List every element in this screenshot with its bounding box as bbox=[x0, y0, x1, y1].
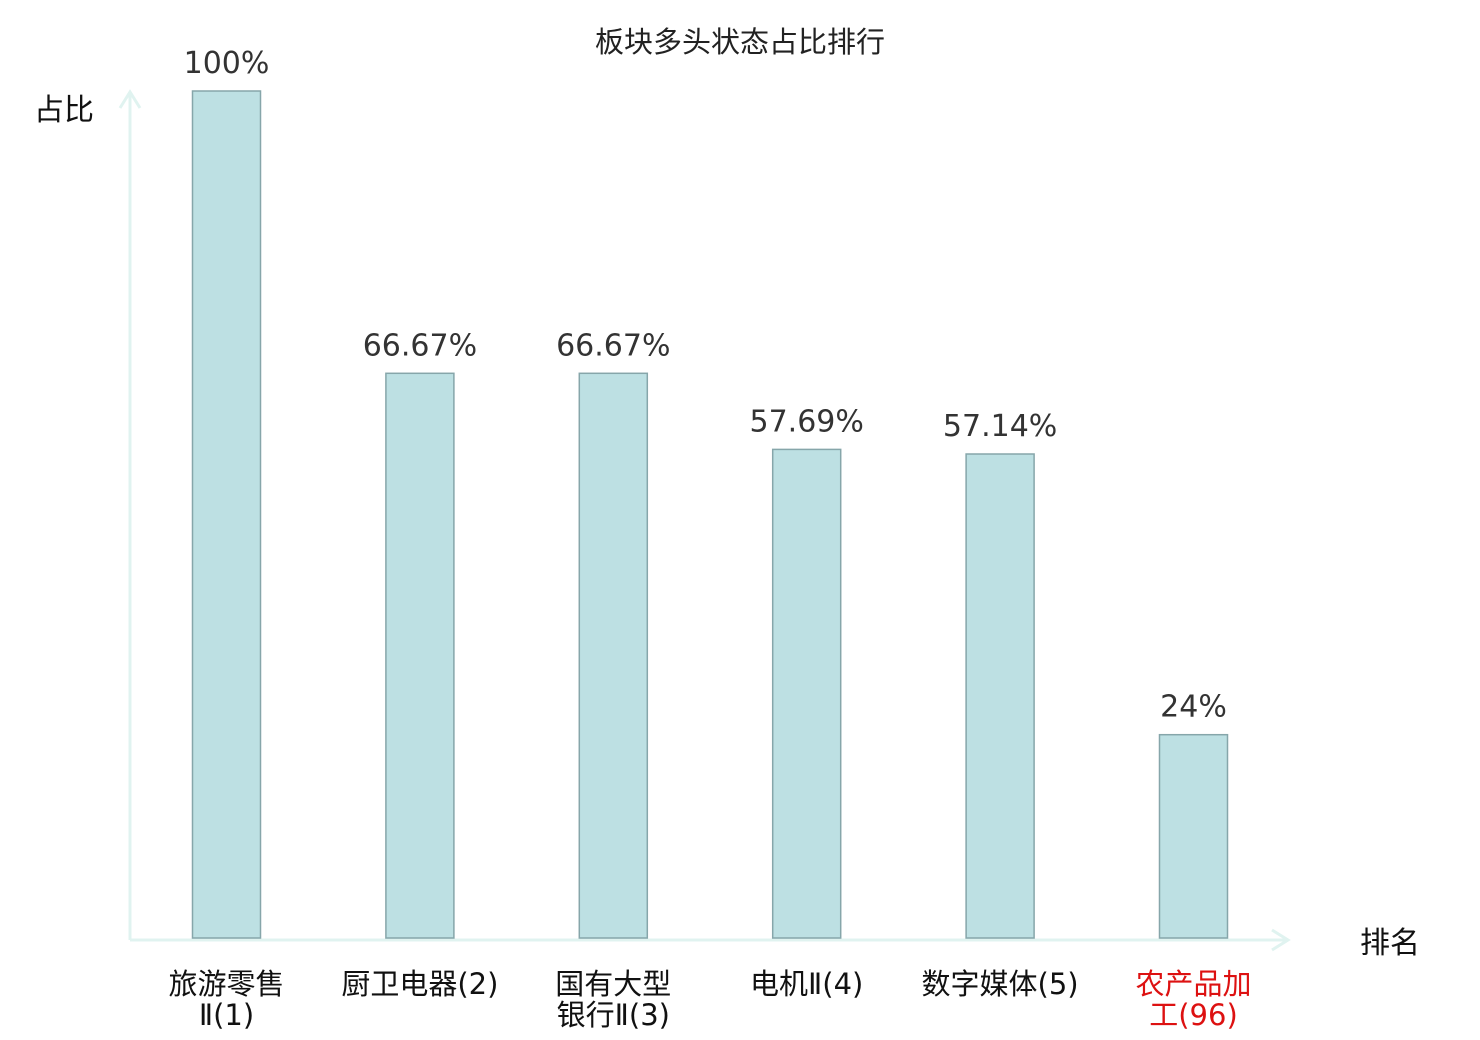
value-label-5: 57.14% bbox=[943, 409, 1057, 444]
y-axis-arrow bbox=[118, 89, 142, 109]
x-axis-arrow bbox=[1271, 928, 1291, 952]
category-label-line: 国有大型 bbox=[555, 967, 671, 1001]
category-label-6: 农产品加工(96) bbox=[1135, 967, 1251, 1032]
category-label-line: 银行Ⅱ(3) bbox=[557, 998, 670, 1032]
bar-5 bbox=[965, 453, 1035, 939]
bar-1 bbox=[191, 90, 262, 939]
value-label-4: 57.69% bbox=[750, 404, 864, 439]
category-label-line: 数字媒体(5) bbox=[922, 967, 1079, 1001]
category-label-1: 旅游零售 Ⅱ(1) bbox=[168, 967, 284, 1032]
value-label-3: 66.67% bbox=[556, 328, 670, 363]
category-label-3: 国有大型银行Ⅱ(3) bbox=[555, 967, 671, 1032]
value-label-6: 24% bbox=[1160, 690, 1227, 725]
category-labels: 旅游零售 Ⅱ(1) 厨卫电器(2) 国有大型银行Ⅱ(3) 电机Ⅱ(4) 数字媒体(5) 农产… bbox=[168, 967, 1251, 1032]
value-label-1: 100% bbox=[184, 46, 270, 81]
bar-4 bbox=[771, 448, 842, 939]
x-axis-label: 排名 bbox=[1360, 926, 1420, 961]
axes bbox=[118, 89, 1291, 952]
category-label-2: 厨卫电器(2) bbox=[341, 967, 498, 1001]
y-axis-label: 占比 bbox=[34, 93, 94, 128]
chart-title: 板块多头状态占比排行 bbox=[595, 25, 885, 59]
bar-6 bbox=[1158, 733, 1229, 939]
category-label-line: 工(96) bbox=[1149, 998, 1238, 1032]
category-label-5: 数字媒体(5) bbox=[922, 967, 1079, 1001]
category-label-line: 厨卫电器(2) bbox=[341, 967, 498, 1001]
value-labels: 100% 66.67% 66.67% 57.69% 57.14% 24% bbox=[184, 46, 1227, 725]
bar-2 bbox=[385, 372, 455, 939]
category-label-line: 旅游零售 bbox=[168, 967, 284, 1001]
bar-series bbox=[191, 90, 1229, 939]
category-label-line: 电机Ⅱ(4) bbox=[750, 967, 863, 1001]
bar-3 bbox=[578, 372, 649, 939]
category-label-line: 农产品加 bbox=[1135, 967, 1251, 1001]
category-label-line: Ⅱ(1) bbox=[199, 998, 254, 1032]
category-label-4: 电机Ⅱ(4) bbox=[750, 967, 863, 1001]
value-label-2: 66.67% bbox=[363, 328, 477, 363]
